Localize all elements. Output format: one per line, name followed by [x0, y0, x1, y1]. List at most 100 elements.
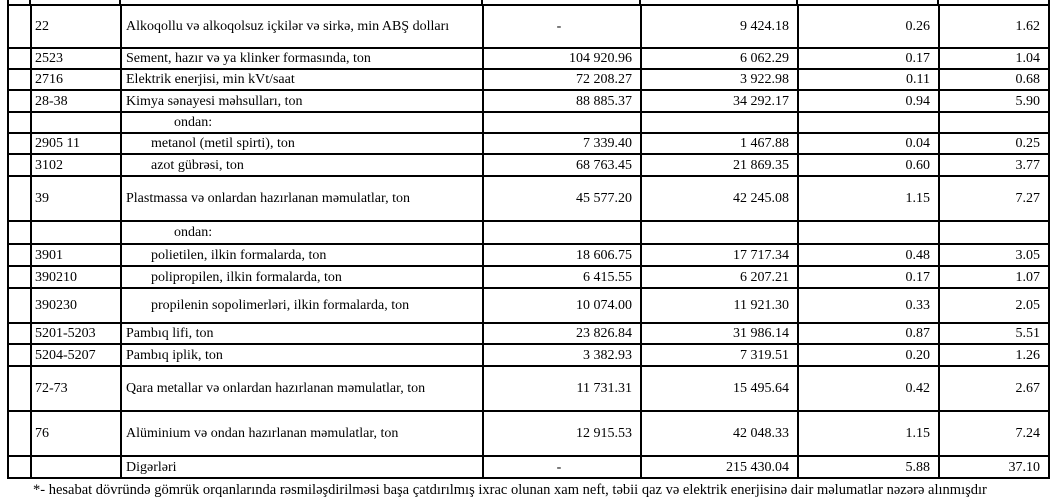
- value1-cell: -: [482, 455, 642, 479]
- value1-cell: [482, 111, 642, 134]
- value2-cell: 6 062.29: [640, 47, 799, 70]
- footnote-text: *- hesabat dövründə gömrük orqanlarında …: [33, 482, 987, 498]
- value2-cell: [640, 111, 799, 134]
- value3-cell: 0.20: [797, 343, 940, 367]
- value1-cell: 72 208.27: [482, 68, 642, 91]
- table-row: ondan:: [7, 220, 1050, 245]
- value1-cell: [482, 220, 642, 245]
- value1-cell: 3 382.93: [482, 343, 642, 367]
- value3-cell: 0.17: [797, 265, 940, 289]
- row-margin-cell: [7, 287, 32, 324]
- value2-cell: 31 986.14: [640, 322, 799, 345]
- value3-cell: 1.15: [797, 175, 940, 222]
- value1-cell: 45 577.20: [482, 175, 642, 222]
- commodity-code-cell: [30, 455, 122, 479]
- value4-cell: 7.24: [938, 410, 1050, 457]
- commodity-name-cell: polipropilen, ilkin formalarda, ton: [120, 265, 484, 289]
- table-grid-line: [481, 0, 483, 4]
- row-margin-cell: [7, 243, 32, 267]
- commodity-name-cell: Kimya sənayesi məhsulları, ton: [120, 89, 484, 113]
- row-margin-cell: [7, 132, 32, 155]
- value1-cell: -: [482, 4, 642, 49]
- value3-cell: 0.17: [797, 47, 940, 70]
- row-margin-cell: [7, 4, 32, 49]
- commodity-name-cell: Elektrik enerjisi, min kVt/saat: [120, 68, 484, 91]
- table-grid-line: [639, 0, 641, 4]
- commodity-code-cell: 72-73: [30, 365, 122, 412]
- value4-cell: 2.05: [938, 287, 1050, 324]
- value1-cell: 88 885.37: [482, 89, 642, 113]
- row-margin-cell: [7, 410, 32, 457]
- value2-cell: 1 467.88: [640, 132, 799, 155]
- value2-cell: 15 495.64: [640, 365, 799, 412]
- value1-cell: 104 920.96: [482, 47, 642, 70]
- value3-cell: [797, 111, 940, 134]
- table-row: 5201-5203 Pambıq lifi, ton 23 826.84 31 …: [7, 322, 1050, 345]
- commodity-name-cell: Qara metallar və onlardan hazırlanan məm…: [120, 365, 484, 412]
- table-grid-line: [29, 0, 31, 4]
- commodity-code-cell: 5201-5203: [30, 322, 122, 345]
- table-row: Digərləri - 215 430.04 5.88 37.10: [7, 455, 1050, 479]
- value2-cell: 6 207.21: [640, 265, 799, 289]
- value3-cell: 5.88: [797, 455, 940, 479]
- value3-cell: 0.33: [797, 287, 940, 324]
- commodity-name-cell: ondan:: [120, 111, 484, 134]
- value3-cell: 0.42: [797, 365, 940, 412]
- value4-cell: [938, 111, 1050, 134]
- commodity-code-cell: 28-38: [30, 89, 122, 113]
- commodity-name-cell: azot gübrəsi, ton: [120, 153, 484, 177]
- commodity-name-cell: Digərləri: [120, 455, 484, 479]
- commodity-code-cell: [30, 220, 122, 245]
- commodity-code-cell: 39: [30, 175, 122, 222]
- commodity-name-cell: polietilen, ilkin formalarda, ton: [120, 243, 484, 267]
- commodity-name-cell: propilenin sopolimerləri, ilkin formalar…: [120, 287, 484, 324]
- value4-cell: 0.25: [938, 132, 1050, 155]
- table-row: ondan:: [7, 111, 1050, 134]
- value3-cell: [797, 220, 940, 245]
- value3-cell: 0.87: [797, 322, 940, 345]
- commodity-name-cell: metanol (metil spirti), ton: [120, 132, 484, 155]
- table-row: 72-73 Qara metallar və onlardan hazırlan…: [7, 365, 1050, 412]
- table-grid-line: [937, 0, 939, 4]
- value4-cell: 7.27: [938, 175, 1050, 222]
- row-margin-cell: [7, 111, 32, 134]
- table-row: 22 Alkoqollu və alkoqolsuz içkilər və si…: [7, 4, 1050, 49]
- value4-cell: 0.68: [938, 68, 1050, 91]
- value4-cell: 2.67: [938, 365, 1050, 412]
- value3-cell: 0.11: [797, 68, 940, 91]
- table-row: 2523 Sement, hazır və ya klinker forması…: [7, 47, 1050, 70]
- table-grid-line: [119, 0, 121, 4]
- table-row: 390230 propilenin sopolimerləri, ilkin f…: [7, 287, 1050, 324]
- table-row: 76 Alüminium və ondan hazırlanan məmulat…: [7, 410, 1050, 457]
- commodity-code-cell: 3901: [30, 243, 122, 267]
- value3-cell: 0.48: [797, 243, 940, 267]
- value2-cell: 34 292.17: [640, 89, 799, 113]
- row-margin-cell: [7, 220, 32, 245]
- value3-cell: 0.04: [797, 132, 940, 155]
- table-row: 5204-5207 Pambıq iplik, ton 3 382.93 7 3…: [7, 343, 1050, 367]
- table-grid-line: [1048, 0, 1050, 4]
- value1-cell: 11 731.31: [482, 365, 642, 412]
- table-row: 3102 azot gübrəsi, ton 68 763.45 21 869.…: [7, 153, 1050, 177]
- table-row: 28-38 Kimya sənayesi məhsulları, ton 88 …: [7, 89, 1050, 113]
- row-margin-cell: [7, 175, 32, 222]
- table-row: 3901 polietilen, ilkin formalarda, ton 1…: [7, 243, 1050, 267]
- table-row: 2905 11 metanol (metil spirti), ton 7 33…: [7, 132, 1050, 155]
- table-row: 39 Plastmassa və onlardan hazırlanan məm…: [7, 175, 1050, 222]
- table-top-cut-row: [7, 0, 1050, 4]
- commodity-code-cell: 22: [30, 4, 122, 49]
- commodity-code-cell: [30, 111, 122, 134]
- value2-cell: 9 424.18: [640, 4, 799, 49]
- value4-cell: 5.51: [938, 322, 1050, 345]
- commodity-code-cell: 2905 11: [30, 132, 122, 155]
- table-grid-line: [7, 0, 9, 4]
- value4-cell: 1.04: [938, 47, 1050, 70]
- value2-cell: 42 048.33: [640, 410, 799, 457]
- commodity-code-cell: 2716: [30, 68, 122, 91]
- commodity-name-cell: Alkoqollu və alkoqolsuz içkilər və sirkə…: [120, 4, 484, 49]
- commodity-name-cell: Pambıq iplik, ton: [120, 343, 484, 367]
- value1-cell: 10 074.00: [482, 287, 642, 324]
- commodity-name-cell: Sement, hazır və ya klinker formasında, …: [120, 47, 484, 70]
- value1-cell: 18 606.75: [482, 243, 642, 267]
